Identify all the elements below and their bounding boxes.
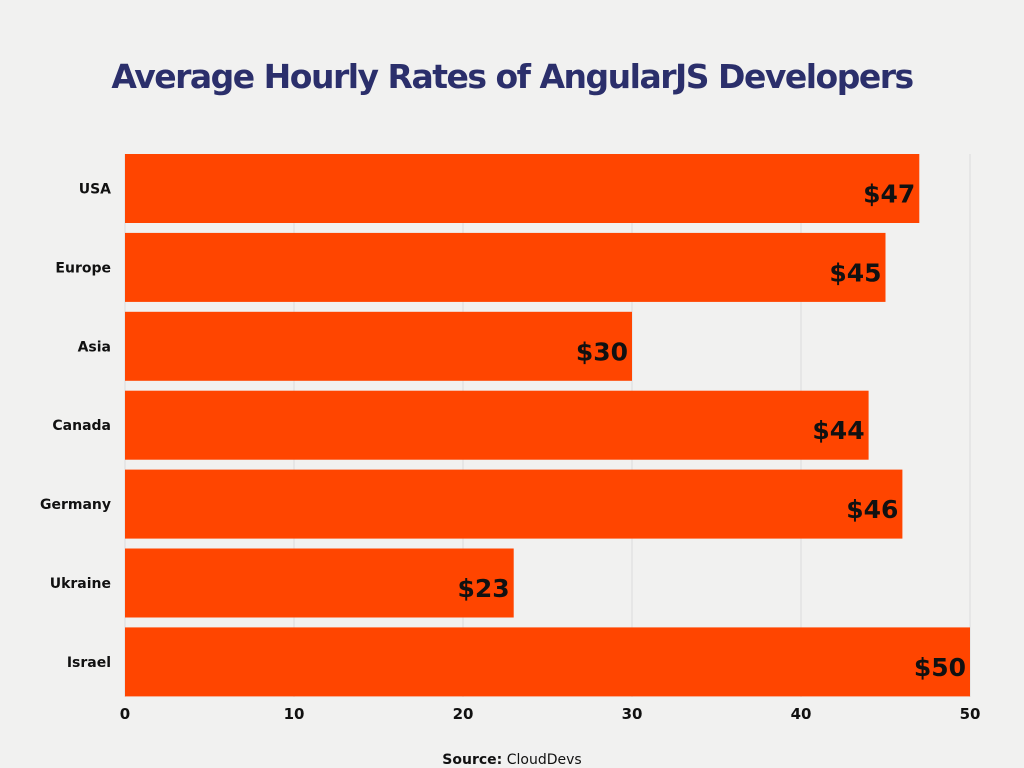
value-label: $45 [829, 258, 881, 287]
x-tick-label: 40 [791, 705, 812, 723]
category-label: USA [79, 182, 111, 198]
value-label: $50 [914, 653, 966, 682]
source-label: Source: [442, 752, 502, 768]
bar-israel [125, 627, 970, 697]
value-label: $47 [863, 180, 915, 209]
chart-title: Average Hourly Rates of AngularJS Develo… [111, 57, 913, 96]
bar-usa [125, 154, 920, 223]
category-label: Israel [67, 655, 111, 671]
bar-asia [125, 311, 632, 381]
bar-ukraine [125, 548, 514, 618]
value-label: $23 [458, 574, 510, 603]
category-label: Europe [55, 260, 111, 276]
value-label: $30 [576, 337, 628, 366]
bar-europe [125, 232, 886, 302]
x-tick-label: 10 [284, 705, 305, 723]
category-label: Canada [52, 418, 111, 434]
value-label: $46 [846, 495, 898, 524]
x-tick-label: 0 [120, 705, 130, 723]
source-value: CloudDevs [507, 752, 582, 768]
bar-germany [125, 469, 903, 539]
x-tick-label: 30 [622, 705, 643, 723]
value-label: $44 [812, 416, 864, 445]
category-label: Asia [78, 339, 111, 355]
bar-canada [125, 390, 869, 460]
category-label: Germany [40, 497, 111, 513]
x-tick-label: 20 [453, 705, 474, 723]
x-tick-label: 50 [960, 705, 981, 723]
source-note: Source: CloudDevs [442, 752, 581, 768]
category-label: Ukraine [50, 576, 111, 592]
